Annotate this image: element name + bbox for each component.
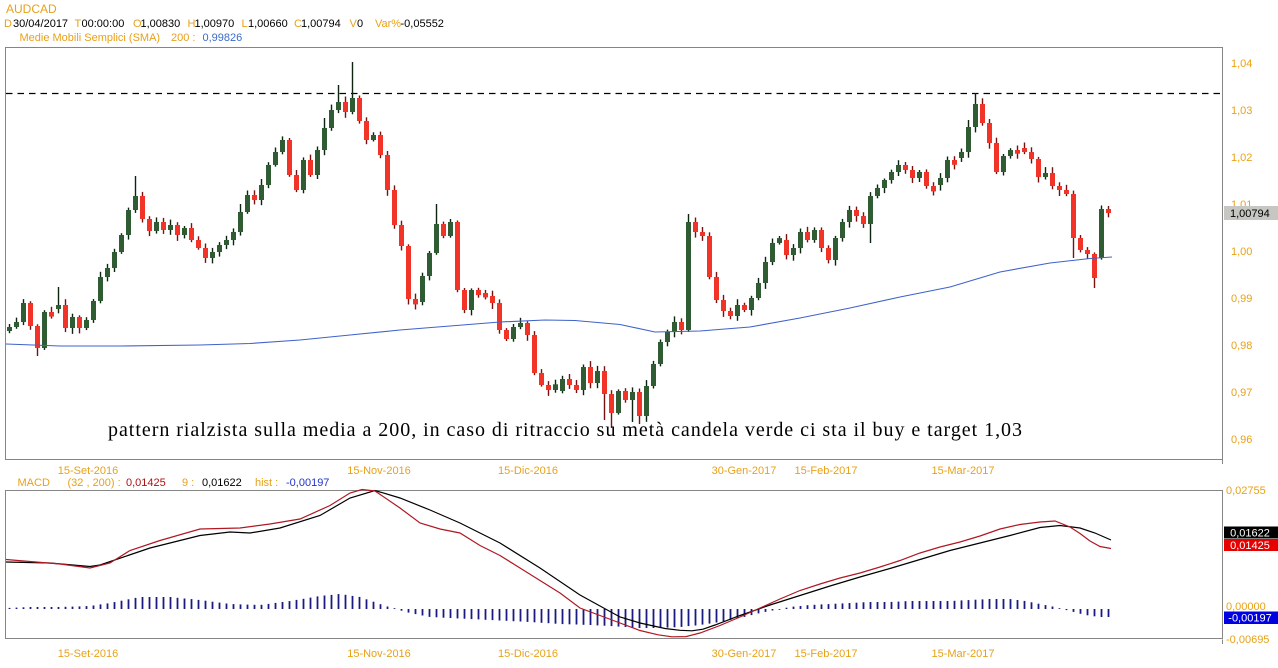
- svg-text:D: D: [4, 18, 12, 30]
- svg-text:15-Set-2016: 15-Set-2016: [58, 648, 119, 660]
- svg-text:hist :: hist :: [255, 477, 278, 489]
- svg-text:15-Feb-2017: 15-Feb-2017: [795, 648, 858, 660]
- svg-text:15-Mar-2017: 15-Mar-2017: [932, 648, 995, 660]
- svg-text:1,00794: 1,00794: [301, 18, 341, 30]
- svg-text:-0,00695: -0,00695: [1226, 634, 1269, 646]
- svg-text:pattern rialzista sulla media: pattern rialzista sulla media a 200, in …: [108, 419, 1022, 441]
- svg-text:15-Nov-2016: 15-Nov-2016: [347, 648, 411, 660]
- svg-text:0,00000: 0,00000: [1226, 601, 1266, 613]
- svg-text:V: V: [350, 18, 358, 30]
- svg-text:0: 0: [357, 18, 363, 30]
- svg-text:15-Dic-2016: 15-Dic-2016: [498, 648, 558, 660]
- svg-text:1,04: 1,04: [1231, 58, 1252, 70]
- svg-text:0,97: 0,97: [1231, 387, 1252, 399]
- svg-text:0,01425: 0,01425: [126, 477, 166, 489]
- svg-text:-0,05552: -0,05552: [401, 18, 444, 30]
- svg-text:30-Gen-2017: 30-Gen-2017: [712, 465, 777, 477]
- svg-text:30-Gen-2017: 30-Gen-2017: [712, 648, 777, 660]
- svg-text:MACD: MACD: [18, 477, 50, 489]
- svg-text:1,00970: 1,00970: [195, 18, 235, 30]
- svg-text:30/04/2017: 30/04/2017: [13, 18, 68, 30]
- svg-text:15-Feb-2017: 15-Feb-2017: [795, 465, 858, 477]
- svg-text:1,00830: 1,00830: [141, 18, 181, 30]
- svg-text:9 :: 9 :: [182, 477, 194, 489]
- svg-text:0,96: 0,96: [1231, 434, 1252, 446]
- svg-text:C: C: [294, 18, 302, 30]
- svg-text:0,99: 0,99: [1231, 293, 1252, 305]
- svg-text:15-Dic-2016: 15-Dic-2016: [498, 465, 558, 477]
- svg-text:0,01425: 0,01425: [1230, 540, 1270, 552]
- svg-text:Medie Mobili Semplici (SMA): Medie Mobili Semplici (SMA): [20, 32, 161, 44]
- svg-text:Var%: Var%: [375, 18, 401, 30]
- svg-text:T: T: [75, 18, 82, 30]
- svg-text:1,00660: 1,00660: [248, 18, 288, 30]
- svg-text:O: O: [133, 18, 142, 30]
- svg-text:0,01622: 0,01622: [1230, 528, 1270, 540]
- svg-text:1,03: 1,03: [1231, 105, 1252, 117]
- svg-text:H: H: [188, 18, 196, 30]
- svg-text:1,00: 1,00: [1231, 246, 1252, 258]
- svg-text:0,02755: 0,02755: [1226, 485, 1266, 497]
- svg-text:-0,00197: -0,00197: [286, 477, 329, 489]
- svg-text:AUDCAD: AUDCAD: [6, 2, 57, 16]
- svg-text:15-Mar-2017: 15-Mar-2017: [932, 465, 995, 477]
- svg-text:1,02: 1,02: [1231, 152, 1252, 164]
- svg-text:0,98: 0,98: [1231, 340, 1252, 352]
- svg-text:L: L: [242, 18, 248, 30]
- svg-text:200 :: 200 :: [171, 32, 195, 44]
- svg-text:15-Set-2016: 15-Set-2016: [58, 465, 119, 477]
- svg-text:00:00:00: 00:00:00: [82, 18, 125, 30]
- svg-text:15-Nov-2016: 15-Nov-2016: [347, 465, 411, 477]
- svg-text:0,99826: 0,99826: [203, 32, 243, 44]
- svg-text:-0,00197: -0,00197: [1228, 613, 1271, 625]
- svg-text:1,00794: 1,00794: [1230, 208, 1270, 220]
- svg-text:(32 , 200) :: (32 , 200) :: [68, 477, 121, 489]
- svg-text:0,01622: 0,01622: [202, 477, 242, 489]
